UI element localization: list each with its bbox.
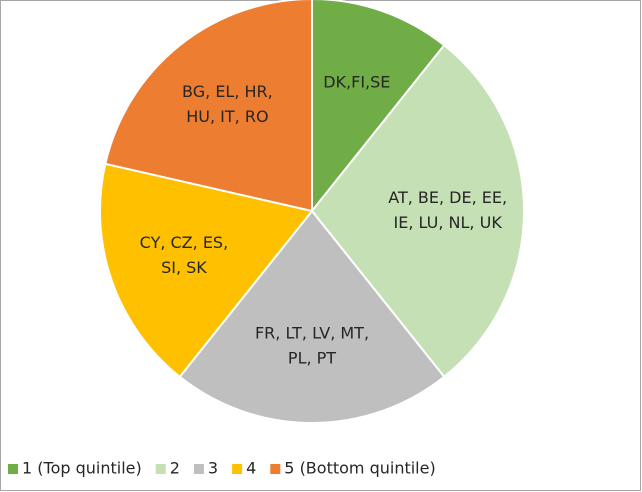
slice-label: PL, PT	[288, 349, 336, 368]
slice-label: CY, CZ, ES,	[140, 233, 229, 252]
pie-slice	[104, 0, 313, 213]
legend-swatch	[8, 464, 18, 474]
legend-label: 2	[170, 459, 180, 478]
legend-swatch	[232, 464, 243, 474]
legend-swatch	[155, 464, 166, 474]
legend-label: 1 (Top quintile)	[22, 459, 142, 478]
legend-swatch	[270, 464, 281, 474]
slice-label: FR, LT, LV, MT,	[255, 324, 369, 343]
pie-slice	[311, 0, 446, 214]
slice-label: HU, IT, RO	[186, 107, 268, 126]
slice-label: DK,FI,SE	[323, 72, 390, 91]
slice-label: IE, LU, NL, UK	[394, 213, 503, 232]
legend-label: 4	[246, 459, 256, 478]
legend-swatch	[193, 464, 204, 474]
pie-slice	[310, 43, 525, 379]
slice-label: BG, EL, HR,	[182, 82, 273, 101]
slice-label: SI, SK	[161, 258, 207, 277]
legend-label: 3	[208, 459, 218, 478]
legend-label: 5 (Bottom quintile)	[284, 459, 435, 478]
slice-label: AT, BE, DE, EE,	[388, 188, 507, 207]
pie-slice	[178, 209, 446, 424]
pie-slice	[99, 162, 314, 379]
